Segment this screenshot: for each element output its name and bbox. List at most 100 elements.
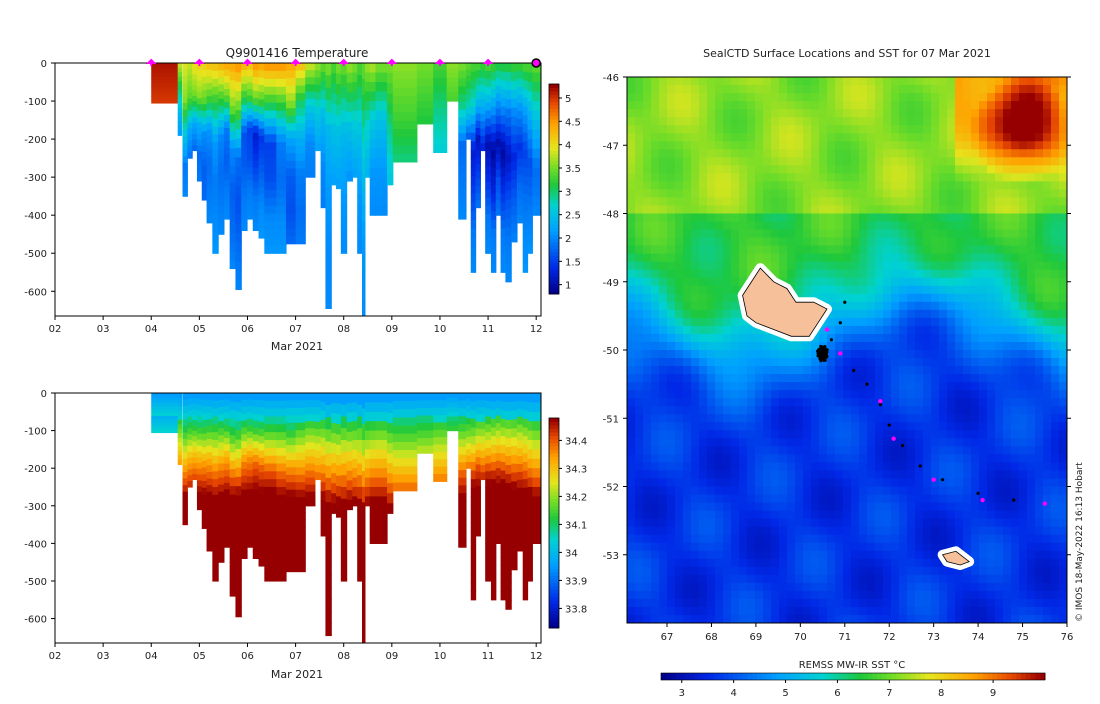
sst-cell — [1035, 157, 1044, 166]
profile-cell — [501, 462, 506, 471]
sst-cell — [931, 310, 940, 319]
sst-cell — [811, 438, 820, 447]
profile-cell — [264, 150, 277, 159]
sst-cell — [995, 85, 1004, 94]
profile-cell — [471, 107, 476, 116]
sst-cell — [675, 358, 684, 367]
sst-cell — [771, 254, 780, 263]
sst-cell — [819, 117, 828, 126]
sst-cell — [731, 93, 740, 102]
sst-cell — [979, 334, 988, 343]
profile-cell — [476, 400, 481, 408]
profile-cell — [183, 143, 188, 150]
sst-cell — [803, 262, 812, 271]
sst-cell — [1019, 438, 1028, 447]
sst-cell — [651, 430, 660, 439]
profile-cell — [230, 588, 236, 597]
sst-cell — [1043, 286, 1052, 295]
sst-cell — [939, 342, 948, 351]
profile-cell — [362, 221, 365, 237]
sst-cell — [1019, 286, 1028, 295]
sst-cell — [699, 77, 708, 86]
profile-cell — [375, 149, 387, 159]
sst-cell — [827, 286, 836, 295]
profile-cell — [241, 91, 247, 99]
colorbar-cell — [549, 193, 559, 197]
sst-cell — [691, 302, 700, 311]
sst-cell — [1035, 197, 1044, 206]
sst-cell — [683, 446, 692, 455]
sst-cell — [939, 446, 948, 455]
sst-cell — [851, 189, 860, 198]
profile-cell — [511, 215, 517, 225]
sst-cell — [939, 414, 948, 423]
profile-cell — [393, 434, 418, 443]
profile-cell — [259, 530, 265, 538]
profile-cell — [183, 103, 188, 110]
sst-cell — [875, 358, 884, 367]
sst-cell — [819, 181, 828, 190]
profile-cell — [387, 124, 393, 135]
profile-cell — [202, 159, 207, 166]
sst-cell — [1043, 77, 1052, 86]
profile-cell — [192, 415, 197, 421]
profile-cell — [365, 496, 370, 506]
sst-cell — [715, 358, 724, 367]
profile-cell — [476, 193, 481, 201]
sst-cell — [915, 438, 924, 447]
profile-cell — [296, 475, 306, 483]
profile-cell — [276, 95, 286, 104]
profile-cell — [523, 211, 528, 220]
profile-cell — [192, 68, 197, 74]
profile-cell — [341, 499, 347, 511]
profile-cell — [183, 70, 188, 77]
sst-cell — [843, 318, 852, 327]
sst-cell — [643, 438, 652, 447]
sst-cell — [923, 430, 932, 439]
profile-cell — [230, 251, 236, 260]
profile-cell — [230, 234, 236, 243]
sst-cell — [691, 334, 700, 343]
sst-cell — [915, 254, 924, 263]
profile-cell — [192, 431, 197, 437]
profile-cell — [296, 101, 306, 109]
sst-cell — [883, 197, 892, 206]
sst-cell — [763, 125, 772, 134]
profile-cell — [347, 461, 353, 471]
profile-cell — [241, 216, 247, 224]
profile-cell — [491, 203, 496, 212]
sst-cell — [843, 286, 852, 295]
sst-cell — [883, 125, 892, 134]
profile-cell — [325, 100, 331, 113]
profile-cell — [433, 123, 447, 131]
profile-cell — [433, 93, 447, 101]
sst-cell — [939, 189, 948, 198]
profile-cell — [321, 402, 326, 412]
profile-cell — [286, 527, 296, 535]
sst-cell — [835, 157, 844, 166]
profile-cell — [207, 176, 213, 183]
sst-cell — [683, 286, 692, 295]
sst-cell — [659, 278, 668, 287]
profile-cell — [235, 458, 241, 468]
profile-cell — [218, 456, 224, 464]
profile-cell — [315, 393, 321, 401]
profile-cell — [362, 253, 365, 269]
sst-cell — [891, 374, 900, 383]
profile-cell — [321, 500, 326, 510]
profile-cell — [207, 70, 213, 77]
sst-cell — [891, 398, 900, 407]
sst-cell — [995, 262, 1004, 271]
sst-cell — [931, 302, 940, 311]
sst-cell — [955, 350, 964, 359]
sst-cell — [963, 77, 972, 86]
sst-cell — [971, 270, 980, 279]
profile-cell — [532, 177, 541, 187]
profile-cell — [286, 415, 296, 423]
sst-cell — [931, 117, 940, 126]
profile-cell — [224, 109, 230, 116]
profile-cell — [341, 87, 347, 99]
profile-cell — [505, 474, 511, 484]
profile-cell — [458, 393, 466, 401]
profile-cell — [296, 206, 306, 214]
